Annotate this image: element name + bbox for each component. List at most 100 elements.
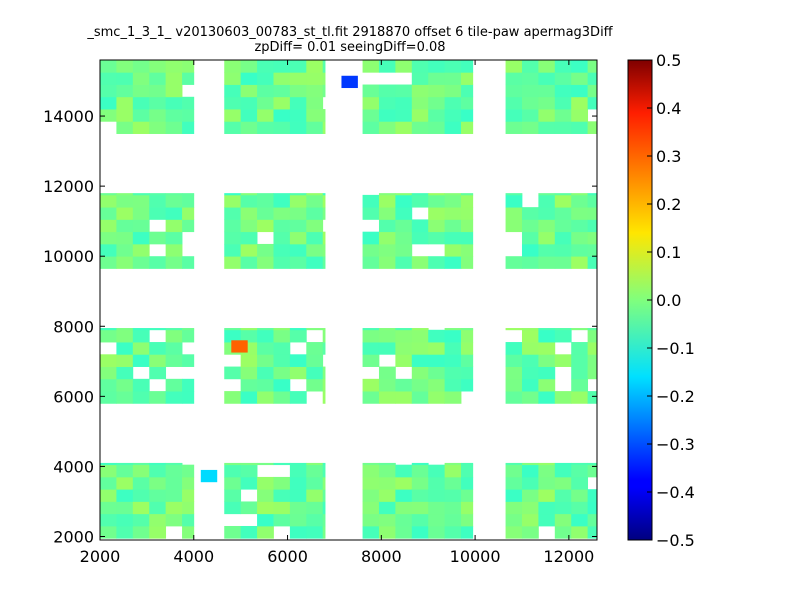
heatmap-cell	[461, 60, 474, 73]
heatmap-cell	[306, 84, 324, 98]
heatmap-cell	[257, 60, 274, 73]
heatmap-cell	[378, 194, 396, 208]
heatmap-cell	[378, 256, 396, 269]
colorbar-tick-label: 0.3	[656, 147, 681, 166]
heatmap-cell	[240, 84, 258, 98]
heatmap-cell	[116, 219, 134, 233]
heatmap-cell	[257, 219, 274, 233]
heatmap-cell	[587, 231, 597, 245]
heatmap-cell	[521, 96, 539, 110]
x-axis: 2000 4000 6000 8000 10000 12000	[80, 60, 594, 566]
heatmap-cell	[411, 109, 429, 122]
heatmap-cell	[444, 354, 462, 367]
heatmap-cell	[257, 366, 274, 380]
heatmap-cell	[554, 72, 572, 85]
heatmap-cell	[132, 501, 150, 515]
heatmap-cell	[306, 342, 324, 355]
heatmap-cell	[378, 60, 396, 73]
heatmap-cell	[461, 84, 474, 98]
heatmap-cell	[411, 342, 429, 355]
heatmap-cell	[149, 391, 167, 404]
heatmap-cell	[411, 60, 429, 73]
heatmap-cell	[554, 256, 572, 269]
heatmap-cell	[411, 391, 429, 404]
heatmap-cell	[521, 256, 539, 269]
heatmap-cell	[587, 391, 597, 404]
heatmap-cell	[411, 219, 429, 233]
heatmap-cell	[521, 366, 539, 380]
heatmap-cell	[411, 84, 429, 98]
heatmap-cell	[362, 476, 380, 490]
heatmap-cell	[505, 109, 523, 122]
heatmap-cell	[273, 462, 291, 466]
heatmap-cell	[395, 256, 413, 269]
heatmap-cell	[224, 476, 242, 490]
heatmap-cell	[149, 207, 167, 220]
heatmap-cell	[378, 464, 396, 478]
heatmap-cell	[257, 525, 274, 539]
heatmap-cell	[521, 378, 539, 392]
y-tick-label: 8000	[53, 317, 94, 336]
heatmap-cell	[149, 366, 167, 380]
heatmap-cell	[149, 464, 167, 478]
heatmap-outlier-cell	[200, 469, 218, 483]
heatmap-cell	[240, 328, 258, 331]
heatmap-cell	[428, 109, 446, 122]
heatmap-cell	[165, 84, 183, 98]
heatmap-cell	[289, 243, 307, 257]
heatmap-cell	[289, 219, 307, 233]
heatmap-cell	[224, 207, 242, 220]
heatmap-cell	[149, 194, 167, 208]
heatmap-cell	[149, 489, 167, 502]
heatmap-cell	[444, 256, 462, 269]
heatmap-cell	[322, 193, 326, 196]
heatmap-cell	[257, 328, 274, 331]
heatmap-cell	[505, 366, 523, 380]
heatmap-cell	[362, 96, 380, 110]
heatmap-cell	[132, 342, 150, 355]
heatmap-cell	[461, 354, 474, 367]
heatmap-cell	[257, 513, 274, 527]
heatmap-cell	[444, 109, 462, 122]
heatmap-cell	[257, 121, 274, 134]
heatmap-cell	[257, 72, 274, 85]
heatmap-cell	[257, 109, 274, 122]
heatmap-cell	[149, 476, 167, 490]
heatmap-cell	[395, 342, 413, 355]
heatmap-cell	[538, 489, 556, 502]
heatmap-cell	[554, 354, 572, 367]
heatmap-cell	[100, 462, 117, 466]
heatmap-cell	[587, 464, 597, 478]
heatmap-cell	[240, 243, 258, 257]
chart-title-line-1: _smc_1_3_1_ v20130603_00783_st_tl.fit 29…	[87, 25, 613, 40]
heatmap-cell	[257, 329, 274, 343]
chart-title-line-2: zpDiff= 0.01 seeingDiff=0.08	[254, 40, 446, 55]
heatmap-cell	[165, 96, 183, 110]
heatmap-cell	[116, 72, 134, 85]
heatmap-cell	[378, 243, 396, 257]
heatmap-cell	[587, 243, 597, 257]
heatmap-cell	[554, 84, 572, 98]
heatmap-cell	[395, 489, 413, 502]
heatmap-cell	[378, 328, 396, 331]
heatmap-cell	[554, 525, 572, 539]
heatmap-cell	[571, 72, 589, 85]
heatmap-cell	[149, 84, 167, 98]
heatmap-cell	[224, 525, 242, 539]
heatmap-cell	[289, 193, 307, 196]
heatmap-cell	[322, 231, 326, 245]
heatmap-cell	[224, 489, 242, 502]
colorbar-tick-label: 0.5	[656, 51, 681, 70]
heatmap-cell	[322, 525, 326, 539]
heatmap-cell	[395, 513, 413, 527]
heatmap-cell	[411, 378, 429, 392]
heatmap-cell	[411, 366, 429, 380]
heatmap-cell	[132, 513, 150, 527]
heatmap-cell	[165, 207, 183, 220]
heatmap-cell	[224, 256, 242, 269]
heatmap-cell	[116, 121, 134, 134]
colorbar-tick-label: 0.1	[656, 243, 681, 262]
heatmap-cell	[273, 219, 291, 233]
heatmap-cell	[505, 378, 523, 392]
heatmap-cell	[132, 354, 150, 367]
